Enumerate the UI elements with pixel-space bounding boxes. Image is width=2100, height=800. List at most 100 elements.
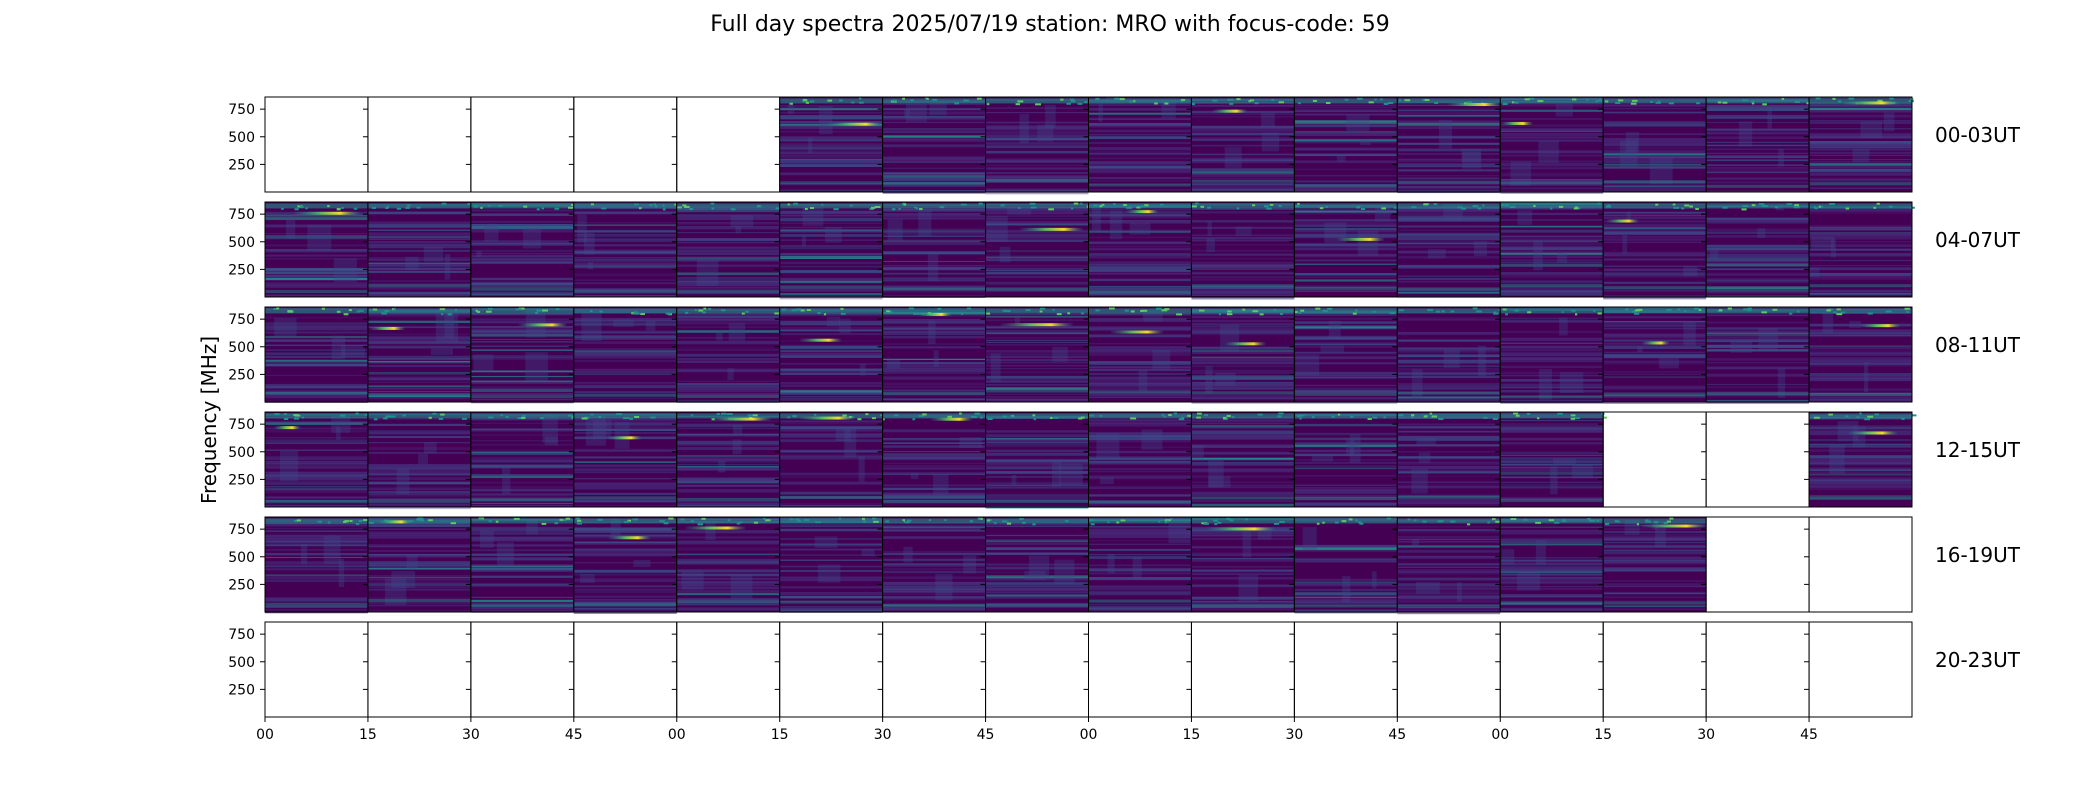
spectral-line [1500, 371, 1604, 375]
spectral-line [1397, 241, 1501, 245]
spectral-line [265, 538, 368, 541]
spectral-patch [307, 224, 332, 251]
spectral-line [985, 585, 1089, 587]
spectral-line [779, 504, 883, 507]
spectral-patch [1411, 369, 1423, 398]
spectral-line [1500, 497, 1604, 500]
spectral-line [882, 183, 986, 186]
spectral-line [367, 436, 471, 438]
spectral-line [985, 212, 1089, 215]
row-time-label: 08-11UT [1935, 333, 2021, 357]
spectral-line [985, 176, 1089, 179]
spectral-line [265, 359, 368, 363]
spectral-line [882, 251, 986, 255]
empty-panel [774, 621, 884, 718]
spectral-line [1088, 253, 1192, 255]
spectral-line [1088, 440, 1192, 443]
spectral-line [367, 424, 471, 426]
spectral-line [470, 544, 574, 547]
spectral-line [1088, 475, 1192, 478]
band-speckle [1572, 98, 1577, 101]
spectral-line [779, 126, 883, 130]
band-speckle [1159, 203, 1164, 206]
band-speckle [1180, 98, 1186, 101]
spectral-line [676, 570, 780, 573]
spectral-patch [1129, 223, 1151, 235]
high-band [1397, 518, 1501, 524]
spectral-line [985, 319, 1089, 321]
spectral-line [1809, 169, 1912, 173]
spectral-line [1809, 178, 1912, 181]
spectral-line [1500, 608, 1604, 611]
spectral-line [1397, 387, 1501, 389]
spectral-line [1088, 501, 1192, 505]
spectral-line [573, 320, 677, 322]
spectral-line [1809, 272, 1912, 276]
spectral-line [1294, 228, 1398, 232]
band-speckle [1573, 207, 1579, 210]
spectral-line [1397, 290, 1501, 292]
spectral-line [1397, 438, 1501, 441]
spectral-line [676, 467, 780, 470]
spectral-line [1294, 390, 1398, 394]
band-speckle [1856, 416, 1860, 419]
spectral-line [676, 459, 780, 461]
spectral-line [1706, 104, 1810, 108]
high-band [265, 518, 368, 524]
spectral-line [367, 326, 471, 328]
band-speckle [1248, 100, 1251, 103]
band-speckle [373, 418, 378, 421]
spectral-line [1706, 220, 1810, 221]
spectral-line [1706, 280, 1810, 281]
band-speckle [1742, 99, 1749, 102]
spectral-line [1603, 149, 1707, 152]
band-speckle [1668, 102, 1675, 105]
spectral-line [470, 224, 574, 227]
spectral-line [367, 234, 471, 236]
spectral-line [1603, 258, 1707, 260]
spectral-line [1088, 533, 1192, 536]
spectral-patch [1829, 444, 1845, 474]
spectral-line [1294, 352, 1398, 354]
spectral-line [1706, 219, 1810, 223]
high-band [470, 203, 574, 209]
spectral-line [1706, 164, 1810, 166]
band-speckle [1164, 521, 1168, 524]
band-speckle [1404, 99, 1411, 102]
spectral-line [985, 269, 1089, 272]
spectral-line [1191, 494, 1295, 497]
band-speckle [690, 414, 694, 417]
spectral-line [985, 588, 1089, 591]
spectral-patch [735, 226, 742, 233]
spectral-line [882, 362, 986, 365]
spectral-patch [1767, 107, 1773, 129]
spectral-patch [614, 421, 630, 449]
spectral-line [265, 462, 368, 465]
spectral-line [779, 503, 883, 505]
emission-streak [930, 417, 972, 421]
spectral-line [470, 326, 574, 328]
low-band [1500, 181, 1604, 185]
band-speckle [1563, 518, 1566, 521]
spectral-line [1603, 158, 1707, 162]
spectral-line [676, 424, 780, 428]
spectral-line [676, 442, 780, 446]
spectral-line [1397, 369, 1501, 371]
band-speckle [1218, 313, 1221, 316]
spectral-line [779, 147, 883, 151]
spectral-line [676, 577, 780, 580]
band-speckle [299, 206, 304, 209]
band-speckle [1266, 207, 1272, 210]
spectral-line [573, 251, 677, 254]
spectral-patch [1092, 204, 1101, 233]
spectral-line [1809, 427, 1912, 430]
spectral-line [470, 294, 574, 296]
spectral-line [985, 393, 1089, 396]
band-speckle [914, 206, 917, 209]
spectral-line [1809, 364, 1912, 367]
band-speckle [576, 522, 583, 525]
band-speckle [1065, 520, 1069, 523]
spectral-line [1809, 376, 1912, 380]
spectral-line [1809, 110, 1912, 113]
spectral-line [1500, 602, 1604, 606]
